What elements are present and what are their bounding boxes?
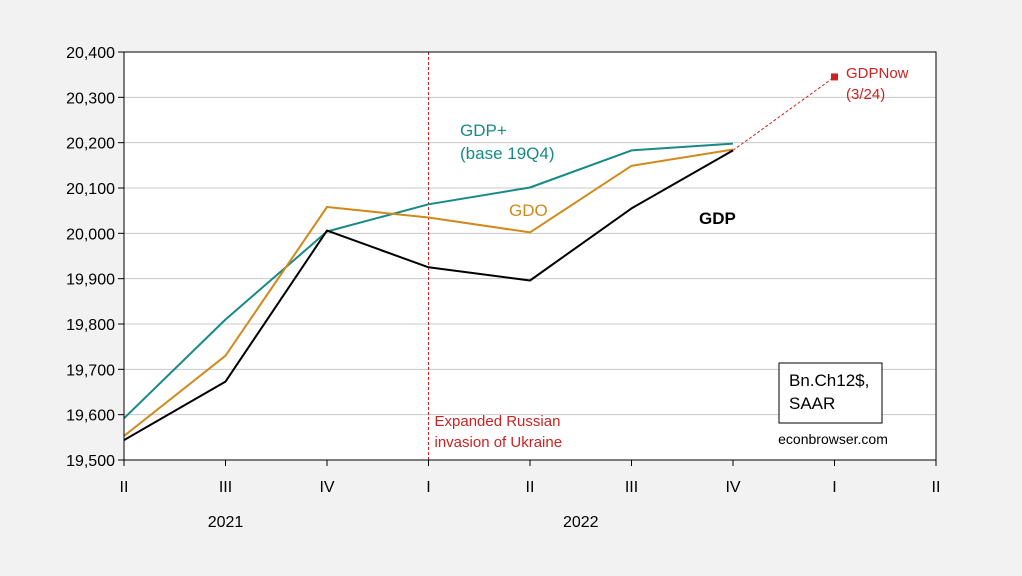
units-box: Bn.Ch12$, SAAR [778,362,883,424]
gdpnow-point [831,73,838,81]
invasion-label: Expanded Russian [435,413,561,430]
y-tick-label: 20,300 [66,90,115,107]
gdpnow-label: GDPNow (3/24) [846,65,909,103]
x-tick-label: I [832,479,836,496]
series-lines [123,73,838,441]
series-line-gdp [123,149,734,441]
x-tick-label: IV [725,479,740,496]
y-tick-label: 19,900 [66,272,115,289]
y-tick-label: 20,200 [66,136,115,153]
gdpnow-label-text: (3/24) [846,86,885,103]
invasion-label: invasion of Ukraine [435,434,563,451]
x-tick-label: II [932,479,941,496]
units-text: Bn.Ch12$, [789,371,869,390]
x-tick-label: I [426,479,430,496]
gdpnow-label-text: GDPNow [846,65,909,82]
y-tick-label: 20,000 [66,226,115,243]
y-tick-label: 19,700 [66,362,115,379]
series-line-gdo [123,148,734,437]
y-tick-label: 20,100 [66,181,115,198]
series-line-gdp [123,142,734,420]
x-tick-label: II [526,479,535,496]
x-tick-label: IV [319,479,334,496]
y-tick-label: 19,800 [66,317,115,334]
y-tick-label: 19,600 [66,408,115,425]
gdpnow-extension-line [732,76,835,151]
event-annotation: Expanded Russian invasion of Ukraine [428,52,563,460]
source-label: econbrowser.com [778,431,888,447]
y-tick-label: 19,500 [66,453,115,470]
x-year-label: 2022 [563,514,599,531]
y-axis: 19,500 19,600 19,700 19,800 19,900 20,000 20,1… [66,45,124,470]
series-label-gdp: (base 19Q4) [460,144,555,163]
x-tick-label: III [219,479,232,496]
units-box-frame [778,362,883,424]
y-tick-label: 20,400 [66,45,115,62]
series-label-gdp: GDP [699,209,736,228]
series-label-gdp: GDP+ [460,121,507,140]
units-text: SAAR [789,394,835,413]
series-label-gdo: GDO [509,201,548,220]
series-labels: GDP+ (base 19Q4) GDO GDP [460,121,736,228]
x-year-label: 2021 [208,514,244,531]
x-tick-label: III [625,479,638,496]
x-tick-label: II [120,479,129,496]
